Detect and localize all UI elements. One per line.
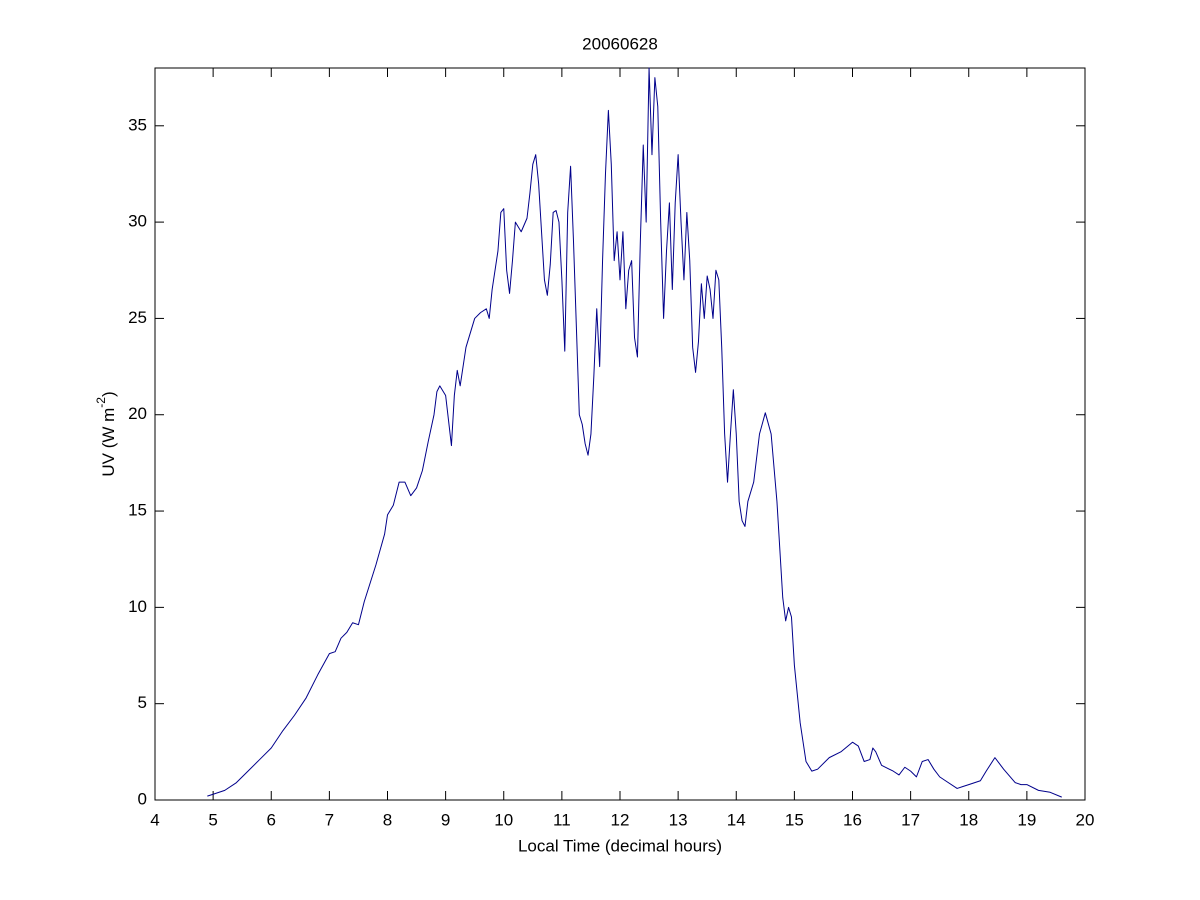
x-tick-label: 14 xyxy=(727,810,746,829)
y-label-text: UV (W m xyxy=(99,408,118,477)
y-tick-label: 20 xyxy=(128,404,147,423)
x-tick-label: 15 xyxy=(785,810,804,829)
y-label-superscript: -2 xyxy=(94,397,108,408)
chart-title: 20060628 xyxy=(582,34,658,53)
x-tick-label: 5 xyxy=(208,810,217,829)
x-tick-label: 6 xyxy=(267,810,276,829)
x-tick-label: 12 xyxy=(611,810,630,829)
x-tick-label: 19 xyxy=(1017,810,1036,829)
y-axis-label: UV (W m-2) xyxy=(94,391,118,476)
y-tick-label: 35 xyxy=(128,115,147,134)
x-tick-label: 10 xyxy=(494,810,513,829)
y-tick-label: 25 xyxy=(128,308,147,327)
data-line xyxy=(207,67,1062,798)
y-label-text: ) xyxy=(99,391,118,397)
x-tick-label: 9 xyxy=(441,810,450,829)
x-tick-label: 17 xyxy=(901,810,920,829)
x-tick-label: 13 xyxy=(669,810,688,829)
x-tick-label: 4 xyxy=(150,810,159,829)
y-tick-label: 10 xyxy=(128,597,147,616)
x-tick-label: 7 xyxy=(325,810,334,829)
x-tick-label: 8 xyxy=(383,810,392,829)
x-tick-label: 16 xyxy=(843,810,862,829)
x-tick-label: 11 xyxy=(553,810,571,829)
x-axis-label: Local Time (decimal hours) xyxy=(518,836,722,855)
y-tick-label: 15 xyxy=(128,501,147,520)
x-tick-label: 18 xyxy=(959,810,978,829)
x-tick-label: 20 xyxy=(1076,810,1095,829)
y-tick-label: 30 xyxy=(128,212,147,231)
y-tick-label: 0 xyxy=(138,789,147,808)
y-tick-label: 5 xyxy=(138,693,147,712)
